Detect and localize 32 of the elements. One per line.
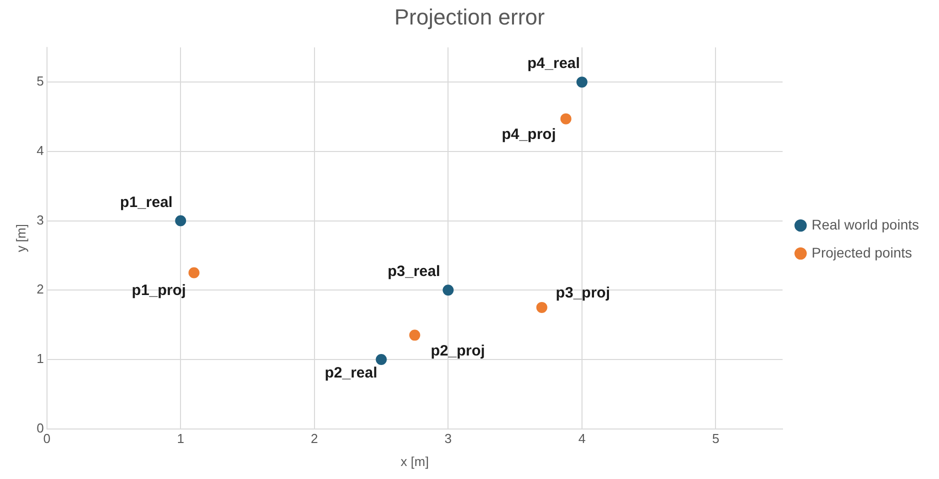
y-tick-label: 4 (36, 142, 44, 158)
x-tick-label: 2 (310, 431, 318, 446)
chart-title: Projection error (394, 4, 545, 30)
data-label: p2_real (324, 364, 378, 382)
point (175, 215, 186, 226)
point (409, 330, 420, 341)
y-tick-label: 1 (36, 351, 44, 366)
x-tick-label: 4 (578, 431, 586, 446)
point (188, 267, 200, 278)
data-label: p4_proj (502, 126, 556, 143)
data-label: p4_real (527, 55, 580, 72)
data-label: p1_real (120, 194, 173, 211)
data-label: p2_proj (430, 342, 485, 360)
x-tick-label: 5 (712, 431, 720, 446)
point (442, 284, 454, 296)
point (536, 302, 548, 313)
legend-label: Real world points (812, 216, 920, 232)
x-axis-title: x [m] (400, 454, 429, 469)
legend-label: Projected points (812, 244, 912, 260)
point (560, 113, 572, 124)
data-label: p1_proj (132, 282, 186, 299)
y-tick-label: 5 (36, 74, 44, 89)
x-tick-label: 1 (176, 431, 184, 446)
point (376, 354, 387, 365)
y-tick-label: 3 (36, 212, 44, 228)
data-label: p3_real (388, 263, 440, 280)
point (576, 76, 588, 88)
y-axis-title: y [m] (13, 224, 28, 252)
x-tick-label: 3 (444, 431, 452, 446)
y-tick-label: 0 (36, 420, 44, 436)
data-label: p3_proj (556, 284, 610, 302)
y-tick-label: 2 (36, 282, 44, 297)
